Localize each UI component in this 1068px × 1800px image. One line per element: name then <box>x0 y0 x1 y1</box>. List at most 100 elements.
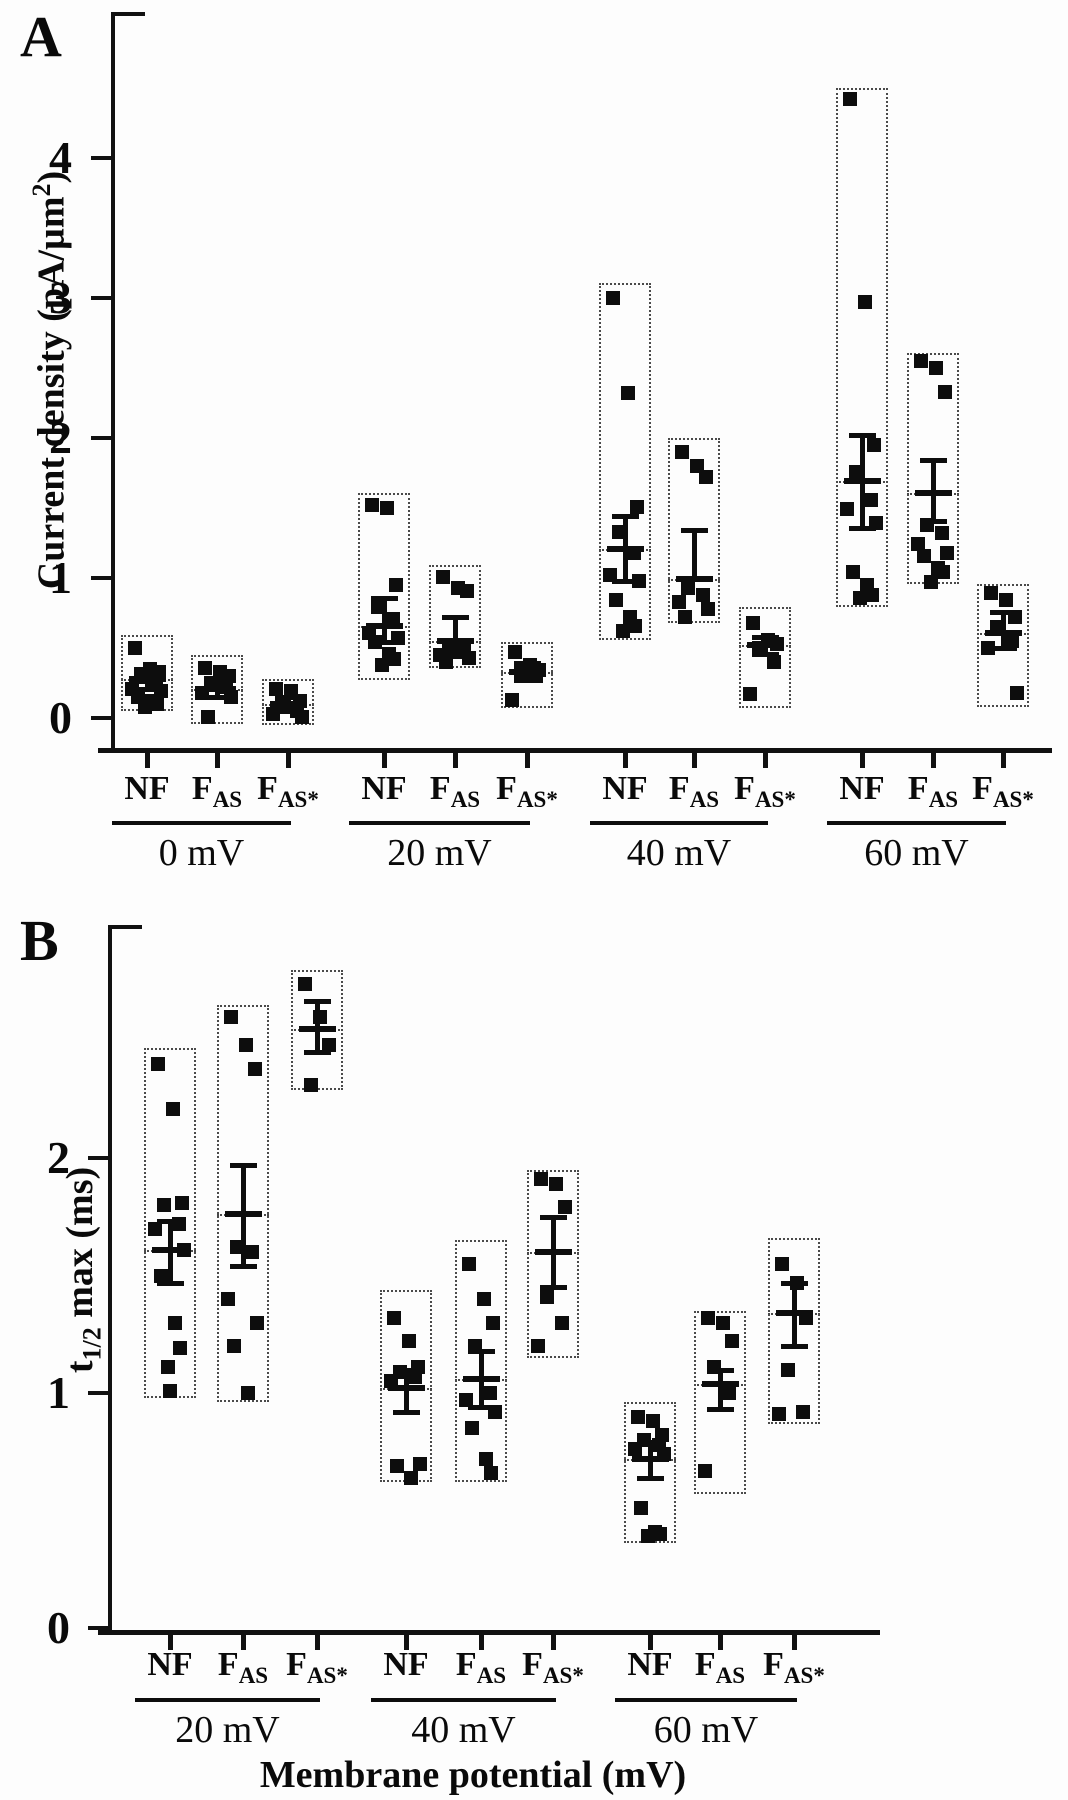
sem-cap-bottom <box>304 1050 331 1056</box>
data-point <box>716 1315 730 1330</box>
panel-a-y-tick <box>91 716 113 720</box>
group-label: FAS* <box>972 770 1034 812</box>
data-point <box>224 1010 238 1024</box>
panel-a-y-axis-title-sup: 2 <box>27 183 56 197</box>
data-point <box>230 1240 244 1255</box>
data-point <box>166 1101 180 1116</box>
data-point <box>150 697 164 711</box>
sem-cap-bottom <box>514 678 541 684</box>
data-point <box>402 1334 416 1349</box>
panel-a-y-tick <box>91 576 113 580</box>
group-label: FAS* <box>763 1646 825 1688</box>
data-point <box>725 1334 739 1349</box>
sem-cap-bottom <box>134 686 161 692</box>
data-point <box>752 641 766 655</box>
data-point <box>387 652 401 667</box>
data-point <box>173 1341 187 1356</box>
data-point <box>479 1451 493 1466</box>
panel-a-y-axis-title-text: Current density (pA/µm <box>30 196 73 590</box>
data-point <box>269 681 283 696</box>
data-point <box>999 593 1013 608</box>
panel-a-y-axis-top-cap <box>113 12 145 16</box>
range-box <box>501 642 553 709</box>
voltage-label: 40 mV <box>626 832 732 874</box>
data-point <box>151 1057 165 1071</box>
panel-a-y-tick-label: 1 <box>49 552 72 603</box>
panel-b-x-tick <box>792 1634 797 1650</box>
data-point <box>514 666 528 681</box>
data-point <box>390 1458 404 1473</box>
sem-bar <box>718 1369 723 1410</box>
data-point <box>920 517 934 532</box>
data-point <box>631 1409 645 1424</box>
sem-cap-bottom <box>157 1280 184 1286</box>
panel-a-y-tick-label: 2 <box>49 412 72 463</box>
sem-cap-bottom <box>540 1285 567 1291</box>
data-point <box>603 568 617 583</box>
voltage-label: 60 mV <box>864 832 969 874</box>
range-box <box>358 492 410 681</box>
group-label: NF <box>839 770 885 807</box>
sem-bar <box>382 597 387 643</box>
voltage-label: 40 mV <box>411 1709 516 1751</box>
panel-b-y-axis-top-cap <box>110 925 142 929</box>
data-point <box>128 641 142 655</box>
data-point <box>772 1407 786 1422</box>
data-point <box>322 1038 336 1053</box>
data-point <box>138 699 152 714</box>
voltage-label: 20 mV <box>175 1709 280 1751</box>
group-underline <box>827 821 1006 825</box>
group-label: NF <box>602 770 648 807</box>
mean-bar <box>776 1310 813 1317</box>
data-point <box>630 499 644 514</box>
data-point <box>540 1289 554 1304</box>
data-point <box>775 1256 789 1271</box>
data-point <box>483 1386 497 1400</box>
data-point <box>722 1386 736 1400</box>
data-point <box>672 594 686 609</box>
data-point <box>368 635 382 650</box>
range-box <box>217 1005 269 1403</box>
data-point <box>529 669 543 683</box>
data-point <box>849 464 863 479</box>
panel-b-y-axis-line <box>108 925 112 1633</box>
mean-bar <box>915 489 952 496</box>
group-label: FAS* <box>522 1646 584 1688</box>
mean-bar <box>388 1385 425 1392</box>
data-point <box>707 1360 721 1375</box>
range-box <box>262 678 314 725</box>
data-point <box>701 601 715 616</box>
data-point <box>981 641 995 655</box>
group-underline <box>371 1698 556 1702</box>
panel-a-x-tick <box>860 752 865 768</box>
mean-bar <box>152 1246 189 1253</box>
data-point <box>936 565 950 580</box>
data-point <box>439 655 453 669</box>
mean-bar <box>702 1380 739 1387</box>
data-point <box>465 1421 479 1436</box>
sem-cap-bottom <box>990 646 1017 651</box>
mean-bar <box>607 545 644 552</box>
data-point <box>799 1310 813 1325</box>
data-point <box>696 587 710 602</box>
panel-a-x-tick <box>382 752 387 768</box>
data-point <box>628 618 642 633</box>
group-label: FAS <box>668 770 720 812</box>
mean-bar <box>632 1455 669 1462</box>
data-point <box>628 1442 642 1457</box>
range-box <box>429 565 481 668</box>
data-point <box>380 501 394 515</box>
data-point <box>627 545 641 560</box>
data-point <box>549 1176 563 1191</box>
data-point <box>365 498 379 513</box>
data-point <box>371 600 385 615</box>
panel-b-y-axis-title-close: max (ms) <box>59 1166 101 1328</box>
data-point <box>1005 634 1019 648</box>
mean-bar <box>225 1211 262 1218</box>
data-point <box>681 580 695 595</box>
data-point <box>865 587 879 602</box>
panel-a-y-tick <box>91 296 113 300</box>
range-box <box>527 1169 579 1358</box>
data-point <box>462 1256 476 1271</box>
